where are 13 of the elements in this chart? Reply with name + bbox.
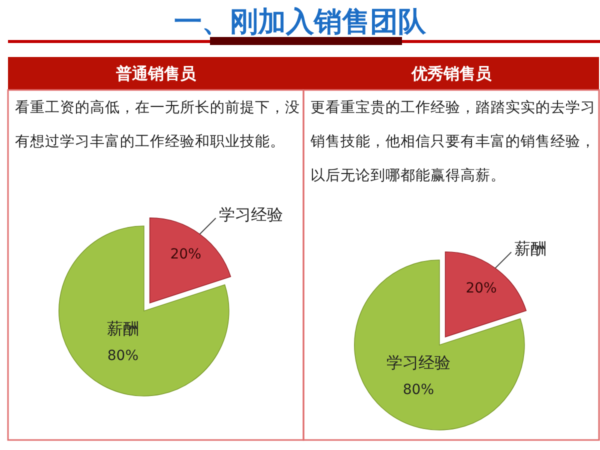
data-label: 20% (170, 246, 202, 262)
chart-title: 普通销售员 (114, 64, 197, 83)
slice-label: 学习经验 (386, 352, 450, 372)
text: 更看重宝贵的工作经验，踏踏实实的去学习销售技能，他相信只要有丰富的销售经验，以后无论到哪都能赢得高薪。 (310, 100, 596, 184)
slice-label: 薪酬 (514, 239, 546, 258)
data-label: 80% (107, 348, 139, 364)
chart-title: 优秀销售员 (410, 64, 492, 83)
text: 一、刚加入销售团队 (174, 5, 427, 38)
slice-label: 学习经验 (218, 205, 283, 224)
text: 看重工资的高低，在一无所长的前提下，没有想过学习丰富的工作经验和职业技能。 (15, 100, 300, 150)
data-label: 20% (466, 280, 497, 296)
data-label: 80% (402, 382, 434, 398)
slice-label: 薪酬 (106, 318, 139, 338)
